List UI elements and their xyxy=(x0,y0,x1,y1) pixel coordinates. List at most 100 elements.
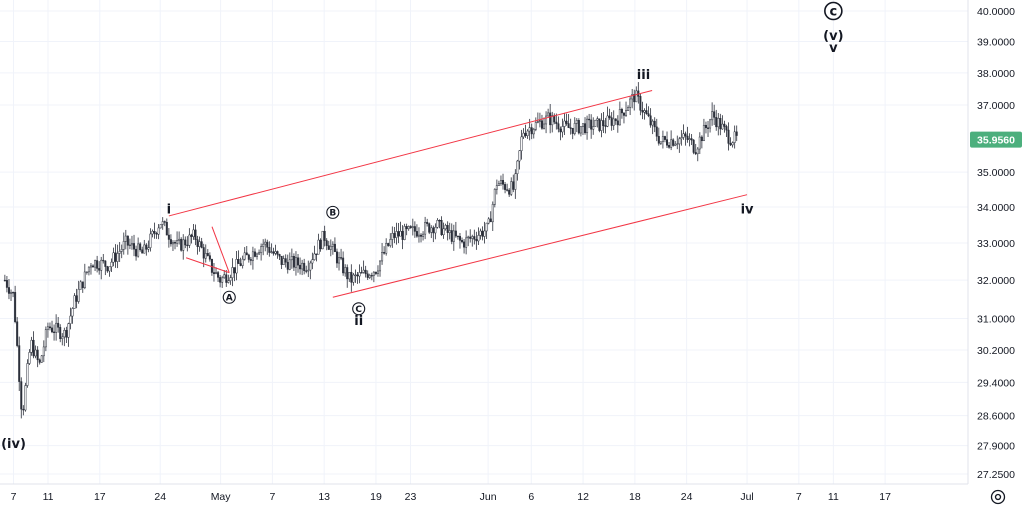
candle-body xyxy=(454,230,457,237)
candle-body xyxy=(171,242,174,245)
time-tick-label: 11 xyxy=(43,491,54,503)
candle-body xyxy=(290,256,293,261)
candle-body xyxy=(190,234,193,237)
candle-body xyxy=(145,244,148,250)
time-tick-label: 7 xyxy=(269,491,275,503)
candle-body xyxy=(3,279,6,282)
candle-body xyxy=(149,233,152,248)
candle-body xyxy=(491,204,494,223)
wave-label-i: i xyxy=(167,202,171,217)
candle-body xyxy=(647,113,650,117)
candle-body xyxy=(631,94,634,100)
candle-body xyxy=(411,226,414,228)
candle-body xyxy=(143,244,146,254)
channel-lines[interactable] xyxy=(168,89,748,298)
candle-body xyxy=(323,230,326,241)
candle-body xyxy=(67,323,70,338)
candle-body xyxy=(666,139,669,146)
candle-body xyxy=(497,183,500,186)
price-tick-label: 32.0000 xyxy=(977,275,1015,287)
candle-body xyxy=(112,252,115,263)
time-axis[interactable]: 7 11 17 24 May 7 13 19 23 Jun 6 12 18 24 Jul 7 11 17 xyxy=(11,491,892,503)
candle-body xyxy=(69,315,72,324)
candle-body xyxy=(317,239,320,255)
candle-body xyxy=(397,231,400,237)
candle-body xyxy=(571,127,574,134)
candle-body xyxy=(376,270,379,274)
candle-body xyxy=(360,272,363,274)
candle-body xyxy=(329,245,332,250)
candle-body xyxy=(446,225,449,233)
candle-body xyxy=(192,229,195,237)
candle-body xyxy=(428,223,431,233)
candle-body xyxy=(684,133,687,137)
candle-body xyxy=(251,251,254,261)
gear-icon[interactable] xyxy=(990,489,1006,505)
candle-body xyxy=(426,221,429,224)
svg-text:C: C xyxy=(355,305,362,315)
wave-label-v: (v) xyxy=(823,29,843,44)
candle-body xyxy=(141,249,144,254)
candle-body xyxy=(430,227,433,233)
candle-body xyxy=(438,219,441,222)
time-tick-label: 7 xyxy=(11,491,17,503)
candle-body xyxy=(694,152,697,155)
candle-body xyxy=(225,274,228,283)
candle-body xyxy=(729,143,732,146)
candle-body xyxy=(696,148,699,155)
candle-body xyxy=(260,246,263,253)
candle-body xyxy=(393,233,396,238)
candle-body xyxy=(204,253,207,259)
price-tick-label: 40.0000 xyxy=(977,6,1015,18)
svg-text:A: A xyxy=(226,293,233,303)
candle-body xyxy=(372,271,375,276)
candle-body xyxy=(499,180,502,184)
candle-body xyxy=(731,142,734,146)
candle-body xyxy=(159,224,162,229)
candle-body xyxy=(114,252,117,262)
candle-body xyxy=(504,184,507,190)
time-tick-label: Jul xyxy=(740,491,753,503)
candle-body xyxy=(356,274,359,277)
candle-body xyxy=(272,251,275,254)
candle-body xyxy=(707,127,710,129)
candle-body xyxy=(374,271,377,274)
candle-body xyxy=(709,119,712,129)
candle-body xyxy=(243,252,246,260)
candle-body xyxy=(26,363,29,386)
candle-body xyxy=(649,115,652,126)
candle-body xyxy=(653,120,656,128)
candle-body xyxy=(79,281,82,290)
candle-body xyxy=(358,272,361,277)
candle-body xyxy=(715,117,718,128)
candle-body xyxy=(249,259,252,261)
candle-body xyxy=(676,143,679,145)
candle-body xyxy=(77,288,80,302)
time-tick-label: 6 xyxy=(528,491,534,503)
candle-body xyxy=(366,273,369,278)
candle-body xyxy=(516,160,519,175)
candle-body xyxy=(229,277,232,281)
candle-body xyxy=(389,239,392,246)
candle-body xyxy=(465,237,468,248)
candle-body xyxy=(18,345,21,382)
price-tick-label: 30.2000 xyxy=(977,345,1015,357)
candle-body xyxy=(553,115,556,123)
candle-body xyxy=(48,326,51,329)
current-price-tag: 35.9560 xyxy=(970,131,1022,148)
candle-body xyxy=(733,131,736,143)
candle-body xyxy=(208,255,211,260)
candle-body xyxy=(608,115,611,118)
candle-body xyxy=(661,136,664,142)
candle-body xyxy=(10,292,13,294)
candle-body xyxy=(180,238,183,251)
candle-body xyxy=(606,115,609,127)
candle-body xyxy=(188,234,191,246)
candle-body xyxy=(493,188,496,205)
candle-body xyxy=(725,126,728,131)
candle-body xyxy=(370,275,373,277)
candle-body xyxy=(625,110,628,116)
price-axis[interactable]: 40.0000 39.0000 38.0000 37.0000 35.0000 34.00… xyxy=(977,6,1015,481)
